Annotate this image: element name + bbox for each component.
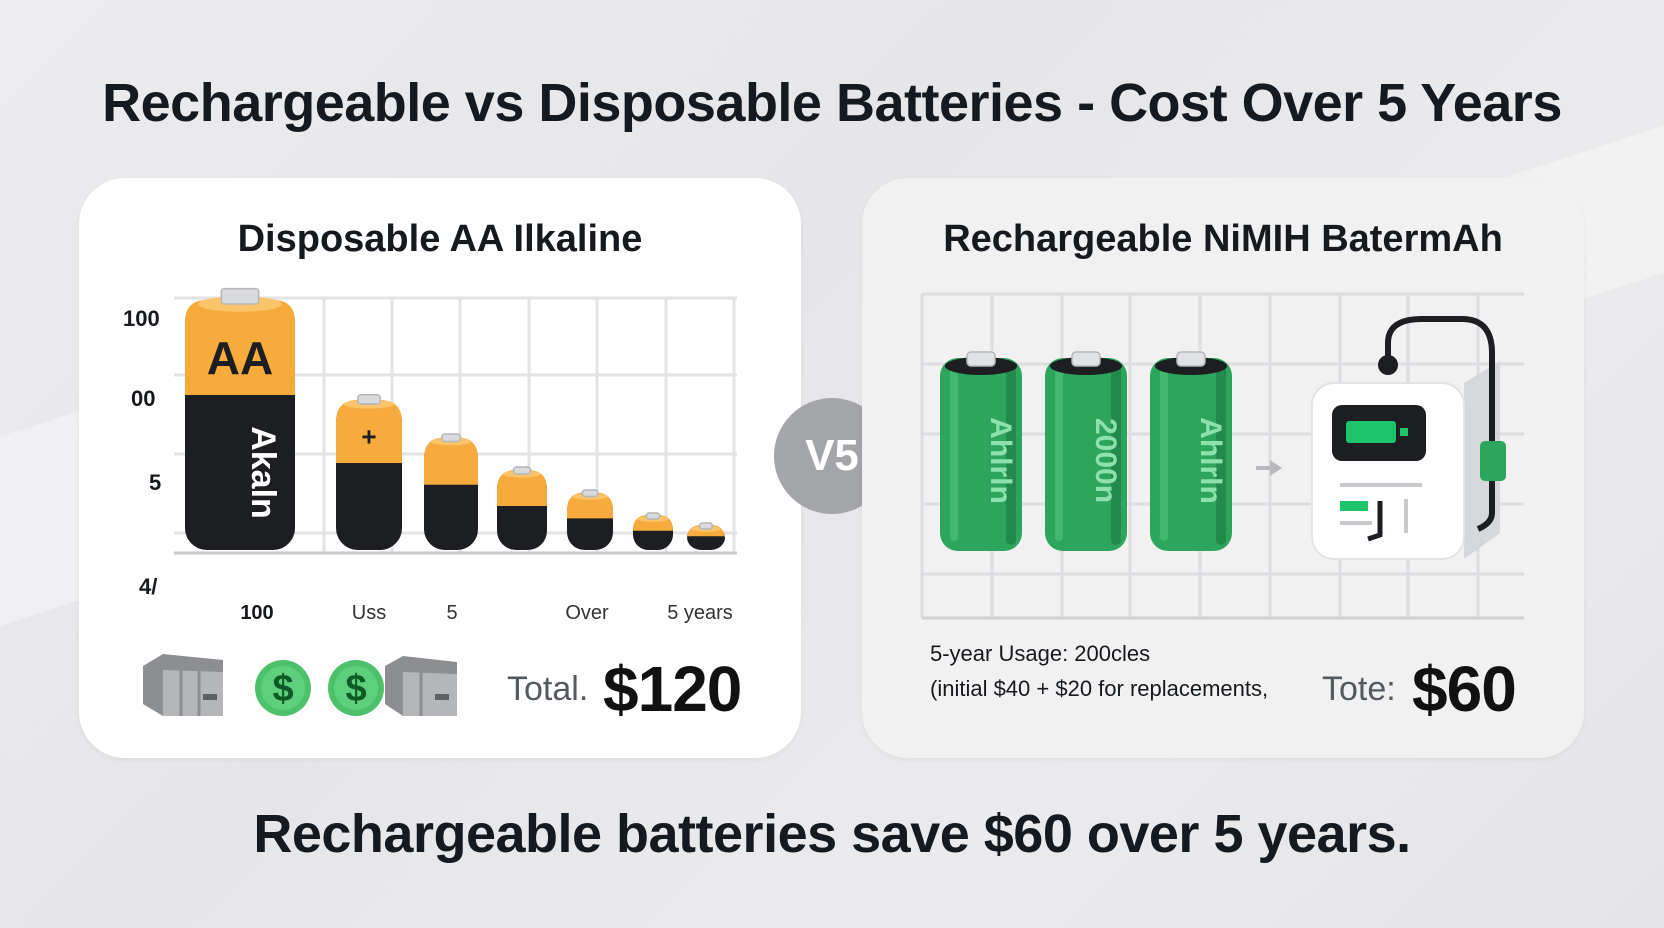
disposable-panel-title: Disposable AA Ilkaline: [237, 218, 643, 260]
nimh-battery-label: 2000n: [1089, 418, 1122, 503]
usage-line: (initial $40 + $20 for replacements,: [930, 676, 1269, 701]
nimh-battery-label: Ahlrln: [984, 417, 1017, 504]
dollar-coin-icon: $: [328, 660, 384, 716]
rechargeable-panel-title: Rechargeable NiMIH BatermAh: [943, 218, 1503, 260]
nimh-battery: 2000n: [1045, 351, 1127, 551]
y-tick-label: 5: [149, 470, 162, 495]
battery-brand-label: Akaln: [244, 426, 282, 519]
x-tick-label: Uss: [351, 602, 387, 624]
disposable-chart: AA Akaln +: [174, 287, 737, 555]
chart-grid: [920, 292, 1524, 620]
disposable-panel: Disposable AA Ilkaline AA Akaln + 100 00 5…: [79, 178, 801, 758]
cash-stack-icon: [143, 654, 223, 716]
battery-plus-label: +: [361, 421, 376, 451]
aa-battery: [424, 433, 478, 550]
dollar-coin-icon: $: [255, 660, 311, 716]
cost-icons-row: $ $: [143, 654, 457, 716]
charger-icon: [1311, 316, 1506, 560]
nimh-battery-label: Ahlrln: [1194, 417, 1227, 504]
total-value: $120: [603, 653, 742, 725]
y-tick-label: 100: [123, 306, 160, 331]
x-tick-label: 100: [240, 602, 274, 624]
aa-battery: [687, 522, 725, 550]
battery-size-label: AA: [207, 332, 273, 384]
nimh-cells: Ahlrln 2000n Ahlrln: [940, 351, 1232, 551]
page-title: Rechargeable vs Disposable Batteries - C…: [102, 73, 1562, 133]
usage-note: 5-year Usage: 200cles (initial $40 + $20…: [930, 636, 1268, 706]
nimh-battery: Ahlrln: [940, 351, 1022, 551]
rechargeable-panel: Rechargeable NiMIH BatermAh Ahlrln 2000n A…: [862, 178, 1584, 758]
total-value: $60: [1412, 653, 1517, 725]
battery-bars: AA Akaln +: [185, 287, 725, 550]
y-tick-label: 00: [131, 386, 156, 411]
aa-battery: [497, 466, 547, 550]
usage-line: 5-year Usage: 200cles: [930, 641, 1151, 666]
x-tick-label: 5 years: [667, 602, 733, 624]
x-tick-label: Over: [565, 602, 609, 624]
svg-text:$: $: [345, 668, 366, 710]
arrow-icon: [1256, 460, 1282, 476]
rechargeable-graphic: Ahlrln 2000n Ahlrln: [920, 292, 1524, 620]
footer-summary: Rechargeable batteries save $60 over 5 y…: [253, 804, 1411, 864]
aa-battery: [633, 512, 673, 550]
aa-battery-large: AA Akaln: [185, 287, 295, 550]
x-tick-label: 5: [446, 602, 458, 624]
svg-text:$: $: [272, 668, 293, 710]
nimh-battery: Ahlrln: [1150, 351, 1232, 551]
y-tick-label: 4/: [139, 574, 158, 599]
cash-stack-icon: [385, 656, 457, 716]
aa-battery: +: [336, 394, 402, 550]
total-label: Tote:: [1322, 670, 1396, 708]
aa-battery: [567, 489, 613, 550]
total-label: Total.: [507, 670, 589, 708]
